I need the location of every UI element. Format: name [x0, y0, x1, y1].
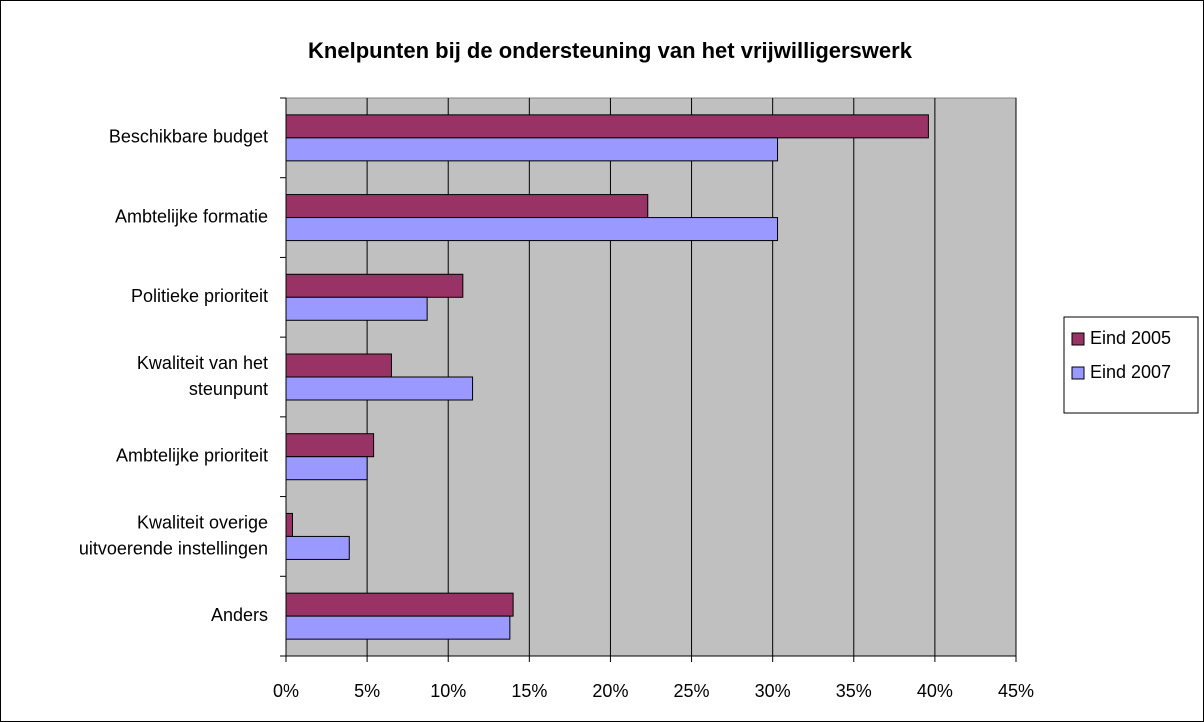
chart-title: Knelpunten bij de ondersteuning van het … [308, 38, 913, 63]
y-tick-label: Ambtelijke formatie [115, 206, 268, 226]
y-tick-label: Politieke prioriteit [131, 286, 268, 306]
x-tick-label: 45% [998, 681, 1034, 701]
legend-swatch [1071, 366, 1085, 380]
bar [285, 433, 375, 458]
bar [285, 217, 779, 242]
bar [285, 535, 350, 560]
y-tick-label: Kwaliteit van het steunpunt [137, 353, 268, 399]
y-tick-label: Beschikbare budget [109, 127, 268, 147]
x-tick-label: 25% [674, 681, 710, 701]
legend-box [1063, 316, 1199, 414]
bar [285, 376, 474, 401]
legend-label: Eind 2005 [1090, 328, 1171, 348]
bar [285, 615, 511, 640]
y-tick-label: Kwaliteit overige uitvoerende instellinge… [79, 512, 268, 558]
bar [285, 273, 464, 298]
x-tick-label: 40% [917, 681, 953, 701]
bar [285, 137, 779, 162]
x-tick-label: 20% [592, 681, 628, 701]
x-tick-label: 5% [354, 681, 380, 701]
x-tick-label: 10% [430, 681, 466, 701]
x-tick-label: 15% [511, 681, 547, 701]
legend-swatch [1071, 332, 1085, 346]
legend-label: Eind 2007 [1090, 362, 1171, 382]
bar [285, 296, 428, 321]
x-tick-label: 30% [755, 681, 791, 701]
bar [285, 512, 293, 537]
y-tick-label: Ambtelijke prioriteit [116, 445, 268, 465]
x-tick-label: 35% [836, 681, 872, 701]
bar [285, 456, 368, 481]
y-tick-label: Anders [211, 605, 268, 625]
bar [285, 353, 392, 378]
bar [285, 194, 649, 219]
x-tick-label: 0% [273, 681, 299, 701]
bar [285, 592, 514, 617]
bar [285, 114, 929, 139]
